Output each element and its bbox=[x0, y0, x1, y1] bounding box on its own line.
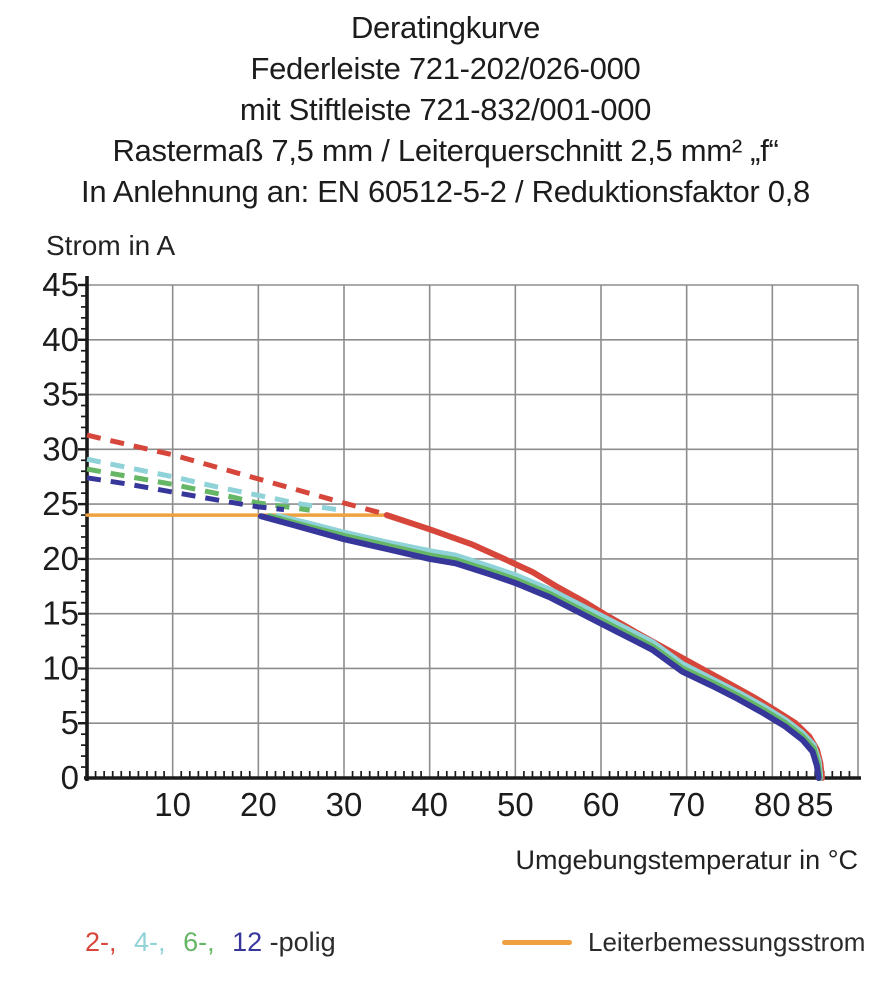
x-tick-label-80: 80 bbox=[754, 786, 791, 823]
curve-12-polig-solid bbox=[257, 513, 822, 781]
y-tick-label-5: 5 bbox=[61, 704, 79, 741]
y-tick-label-45: 45 bbox=[42, 266, 79, 303]
legend-4-polig: 4-, bbox=[134, 927, 166, 957]
y-tick-label-30: 30 bbox=[42, 430, 79, 467]
curve-12-polig-dashed bbox=[86, 475, 285, 513]
curve-4-polig-dashed bbox=[86, 456, 345, 514]
rated-current-line-swatch bbox=[502, 940, 572, 945]
x-tick-label-60: 60 bbox=[583, 786, 620, 823]
title-line-3: mit Stiftleiste 721-832/001-000 bbox=[239, 92, 652, 127]
y-tick-label-20: 20 bbox=[42, 540, 79, 577]
rated-current-legend: Leiterbemessungsstrom bbox=[502, 927, 865, 958]
curve-2-polig-dashed bbox=[86, 432, 388, 517]
x-tick-label-50: 50 bbox=[497, 786, 534, 823]
x-axis-title: Umgebungstemperatur in °C bbox=[515, 845, 858, 875]
y-tick-label-10: 10 bbox=[42, 649, 79, 686]
y-axis-title: Strom in A bbox=[46, 230, 176, 261]
y-tick-label-0: 0 bbox=[61, 759, 79, 796]
poles-legend: 2-, 4-, 6-, 12 -polig bbox=[85, 927, 336, 958]
x-tick-label-40: 40 bbox=[411, 786, 448, 823]
x-tick-label-30: 30 bbox=[326, 786, 363, 823]
y-tick-label-40: 40 bbox=[42, 321, 79, 358]
legend-polig-suffix: -polig bbox=[269, 927, 336, 957]
legend-12-polig: 12 bbox=[232, 927, 263, 957]
curve-6-polig-solid bbox=[266, 513, 823, 781]
title-line-5: In Anlehnung an: EN 60512-5-2 / Reduktio… bbox=[81, 174, 810, 209]
x-tick-label-20: 20 bbox=[240, 786, 277, 823]
x-tick-label-70: 70 bbox=[668, 786, 705, 823]
y-tick-label-35: 35 bbox=[42, 376, 79, 413]
x-tick-label-85: 85 bbox=[797, 786, 834, 823]
curve-6-polig-dashed bbox=[86, 466, 311, 513]
title-line-2: Federleiste 721-202/026-000 bbox=[250, 51, 641, 86]
y-tick-label-15: 15 bbox=[42, 595, 79, 632]
curve-4-polig-solid bbox=[275, 513, 824, 781]
y-tick-label-25: 25 bbox=[42, 485, 79, 522]
rated-current-label: Leiterbemessungsstrom bbox=[588, 927, 866, 957]
title-line-1: Deratingkurve bbox=[350, 10, 541, 45]
legend-6-polig: 6-, bbox=[183, 927, 215, 957]
title-block: Deratingkurve Federleiste 721-202/026-00… bbox=[0, 7, 891, 212]
title-line-4: Rastermaß 7,5 mm / Leiterquerschnitt 2,5… bbox=[112, 133, 779, 168]
legend-2-polig: 2-, bbox=[85, 927, 117, 957]
x-tick-label-10: 10 bbox=[154, 786, 191, 823]
